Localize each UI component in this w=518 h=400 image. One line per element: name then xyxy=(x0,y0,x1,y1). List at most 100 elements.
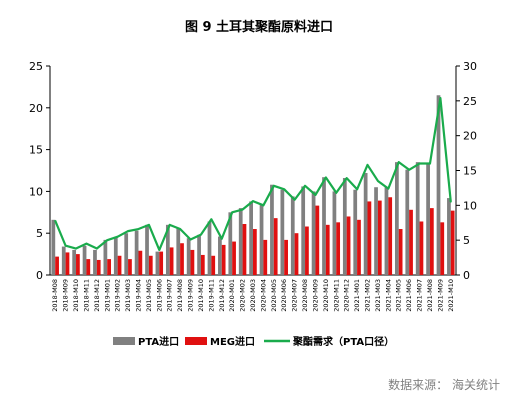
x-tick-label: 2021-M04 xyxy=(384,279,392,312)
x-tick-label: 2018-M11 xyxy=(82,279,90,312)
pta-bar xyxy=(322,177,326,275)
demand-point xyxy=(96,247,98,250)
demand-point xyxy=(314,194,317,196)
chart-title: 图 9 土耳其聚酯原料进口 xyxy=(184,20,334,35)
pta-bar xyxy=(186,238,191,275)
left-tick-label: 25 xyxy=(29,60,43,73)
x-tick-label: 2021-M10 xyxy=(447,279,455,312)
meg-bar xyxy=(294,233,299,275)
demand-point xyxy=(75,247,77,250)
demand-point xyxy=(64,244,67,247)
pta-bar xyxy=(124,233,129,275)
x-tick-label: 2021-M01 xyxy=(353,279,361,312)
demand-point xyxy=(356,188,358,191)
pta-bar xyxy=(134,230,139,275)
right-tick-label: 5 xyxy=(463,234,470,247)
x-tick-label: 2020-M06 xyxy=(280,279,288,312)
meg-bar xyxy=(169,247,174,275)
demand-point xyxy=(283,188,286,191)
meg-bar xyxy=(86,259,91,275)
x-tick-label: 2020-M11 xyxy=(332,279,340,312)
pta-bar xyxy=(155,251,160,275)
meg-bar xyxy=(65,252,70,275)
pta-bar xyxy=(394,162,399,275)
meg-bar xyxy=(450,210,455,275)
source-note: 数据来源： 海关统计 xyxy=(388,378,500,392)
meg-bar xyxy=(128,259,132,275)
pta-bar xyxy=(259,204,264,275)
x-tick-label: 2020-M07 xyxy=(291,279,299,312)
meg-bar xyxy=(253,229,257,275)
x-tick-label: 2019-M03 xyxy=(124,279,132,312)
legend-label: 聚酯需求（PTA口径） xyxy=(292,335,394,348)
meg-bar xyxy=(180,243,184,275)
meg-bar xyxy=(148,255,153,275)
demand-point xyxy=(262,204,265,207)
demand-point xyxy=(106,239,109,241)
x-tick-label: 2021-M06 xyxy=(405,279,413,312)
pta-bar xyxy=(82,245,87,275)
x-tick-label: 2019-M06 xyxy=(155,279,163,312)
x-tick-label: 2019-M05 xyxy=(145,279,153,312)
pta-bar xyxy=(301,186,306,275)
x-tick-label: 2019-M04 xyxy=(134,279,142,312)
meg-bar xyxy=(242,224,247,275)
left-tick-label: 15 xyxy=(29,144,43,157)
meg-bar xyxy=(357,219,361,275)
right-tick-label: 30 xyxy=(463,60,477,73)
pta-bar xyxy=(447,198,451,275)
legend-label: PTA进口 xyxy=(138,335,179,348)
demand-point xyxy=(408,169,410,171)
meg-bar xyxy=(107,259,112,275)
pta-bar xyxy=(311,191,316,275)
meg-bar xyxy=(346,216,351,275)
x-tick-label: 2020-M08 xyxy=(301,279,309,312)
left-tick-label: 5 xyxy=(36,227,43,240)
pta-bar xyxy=(145,224,149,275)
pta-bar xyxy=(332,191,337,275)
pta-bar xyxy=(176,228,181,275)
pta-bar xyxy=(113,237,118,275)
pta-bar xyxy=(280,189,285,275)
pta-bar xyxy=(342,178,347,275)
x-tick-label: 2020-M02 xyxy=(239,279,247,312)
demand-point xyxy=(335,191,338,194)
x-tick-label: 2020-M03 xyxy=(249,279,257,312)
meg-bar xyxy=(315,205,320,275)
pta-bar xyxy=(165,224,170,275)
demand-point xyxy=(179,228,181,230)
x-tick-label: 2021-M05 xyxy=(395,279,403,312)
pta-bar xyxy=(61,246,66,275)
meg-bar xyxy=(263,239,268,275)
demand-point xyxy=(158,249,161,251)
x-tick-label: 2019-M08 xyxy=(176,279,184,312)
right-tick-label: 15 xyxy=(463,165,477,178)
demand-point xyxy=(387,187,390,190)
x-tick-label: 2019-M01 xyxy=(103,279,111,312)
demand-point xyxy=(116,235,119,238)
meg-bar xyxy=(117,255,122,275)
demand-point xyxy=(366,164,369,166)
x-tick-label: 2018-M08 xyxy=(51,279,59,312)
demand-point xyxy=(429,162,431,165)
meg-bar xyxy=(273,218,278,275)
meg-bar xyxy=(159,251,164,275)
pta-bar xyxy=(436,95,441,275)
left-tick-label: 0 xyxy=(36,269,43,282)
pta-bar xyxy=(238,208,243,275)
legend-swatch xyxy=(113,337,135,345)
meg-bar xyxy=(284,239,288,275)
meg-bar xyxy=(200,254,205,275)
x-tick-label: 2019-M02 xyxy=(114,279,122,312)
demand-point xyxy=(273,185,275,187)
demand-point xyxy=(210,218,213,221)
demand-point xyxy=(85,242,88,245)
meg-bar xyxy=(325,224,330,275)
demand-point xyxy=(418,162,421,165)
meg-bar xyxy=(336,222,341,275)
pta-bar xyxy=(353,189,358,275)
pta-bar xyxy=(374,187,378,275)
demand-point xyxy=(439,97,442,99)
x-tick-label: 2019-M12 xyxy=(218,279,226,312)
demand-point xyxy=(449,201,452,203)
